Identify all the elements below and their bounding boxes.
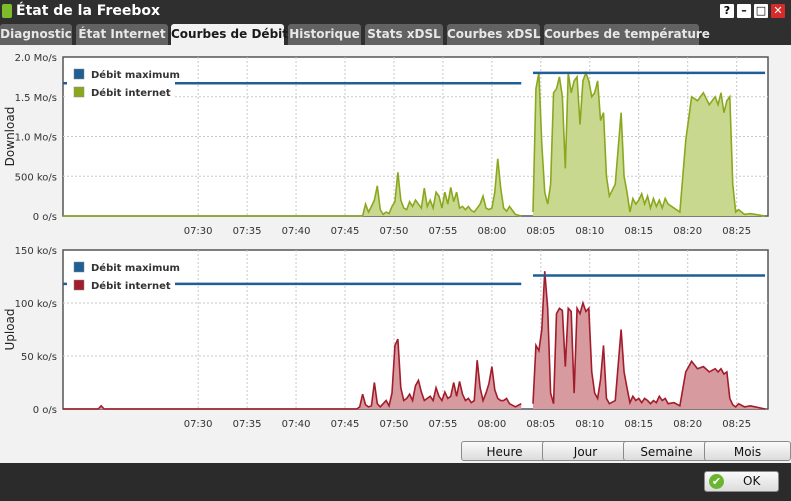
range-semaine-button[interactable]: Semaine bbox=[623, 441, 710, 461]
upload-x-tick-label: 07:35 bbox=[233, 419, 262, 430]
upload-series-area-0 bbox=[63, 339, 522, 409]
download-y-tick-label: 2.0 Mo/s bbox=[15, 53, 57, 64]
download-x-tick-label: 07:30 bbox=[184, 226, 213, 237]
download-y-tick-label: 0 o/s bbox=[33, 212, 57, 223]
close-button[interactable]: ✕ bbox=[771, 4, 785, 18]
upload-legend-swatch-max bbox=[73, 261, 85, 273]
download-series-line-0 bbox=[63, 158, 522, 217]
download-legend bbox=[67, 63, 175, 99]
download-x-tick-label: 07:40 bbox=[282, 226, 311, 237]
download-x-tick-label: 08:05 bbox=[526, 226, 555, 237]
upload-legend bbox=[67, 256, 175, 292]
upload-x-tick-label: 07:40 bbox=[282, 419, 311, 430]
download-legend-label-max: Débit maximum bbox=[91, 69, 180, 81]
download-x-tick-label: 07:50 bbox=[380, 226, 409, 237]
download-legend-label-internet: Débit internet bbox=[91, 87, 171, 99]
upload-x-tick-label: 07:55 bbox=[429, 419, 458, 430]
tab-courbes-de-temperature[interactable]: Courbes de température bbox=[544, 24, 710, 45]
upload-y-tick-label: 100 ko/s bbox=[15, 299, 57, 310]
upload-series-line-1 bbox=[532, 271, 766, 410]
upload-y-axis-label: Upload bbox=[3, 308, 17, 350]
ok-button[interactable]: ✔ OK bbox=[704, 471, 779, 492]
download-x-tick-label: 08:10 bbox=[575, 226, 604, 237]
upload-y-tick-label: 50 ko/s bbox=[21, 352, 57, 363]
download-x-tick-label: 08:00 bbox=[477, 226, 506, 237]
upload-chart: 07:30 07:35 07:40 07:45 07:50 07:55 08:00 08:05… bbox=[3, 246, 769, 430]
upload-x-tick-label: 07:45 bbox=[331, 419, 360, 430]
download-legend-swatch-internet bbox=[73, 86, 85, 98]
download-y-tick-label: 500 ko/s bbox=[15, 172, 57, 183]
upload-y-tick-label: 0 o/s bbox=[33, 405, 57, 416]
title-bar: État de la Freebox ? – □ ✕ bbox=[0, 0, 791, 22]
upload-series-area-1 bbox=[533, 271, 766, 409]
tab-bar: Diagnostic État Internet Courbes de Débi… bbox=[0, 22, 791, 45]
download-y-tick-label: 1.0 Mo/s bbox=[15, 133, 57, 144]
download-x-tick-label: 07:55 bbox=[429, 226, 458, 237]
upload-legend-label-internet: Débit internet bbox=[91, 280, 171, 292]
upload-x-tick-label: 08:15 bbox=[624, 419, 653, 430]
upload-x-tick-label: 08:20 bbox=[673, 419, 702, 430]
download-x-tick-label: 07:35 bbox=[233, 226, 262, 237]
tab-etat-internet[interactable]: État Internet bbox=[76, 24, 168, 45]
download-y-tick-label: 1.5 Mo/s bbox=[15, 93, 57, 104]
minimize-button[interactable]: – bbox=[737, 4, 751, 18]
upload-legend-label-max: Débit maximum bbox=[91, 262, 180, 274]
tab-historique[interactable]: Historique bbox=[288, 24, 361, 45]
upload-series-line-0 bbox=[63, 338, 522, 410]
tab-diagnostic[interactable]: Diagnostic bbox=[0, 24, 72, 45]
maximize-button[interactable]: □ bbox=[754, 4, 768, 18]
download-y-axis-label: Download bbox=[3, 107, 17, 167]
download-series-area-1 bbox=[533, 72, 766, 217]
download-series-line-1 bbox=[532, 70, 766, 217]
ok-label: OK bbox=[743, 474, 761, 488]
upload-x-tick-label: 08:00 bbox=[477, 419, 506, 430]
upload-x-tick-label: 08:10 bbox=[575, 419, 604, 430]
help-button[interactable]: ? bbox=[720, 4, 734, 18]
footer-bar bbox=[0, 463, 791, 501]
tab-stats-xdsl[interactable]: Stats xDSL bbox=[365, 24, 443, 45]
upload-x-tick-label: 07:30 bbox=[184, 419, 213, 430]
tab-courbes-xdsl[interactable]: Courbes xDSL bbox=[447, 24, 541, 45]
download-chart: 07:30 07:35 07:40 07:45 07:50 07:55 08:00 08:05… bbox=[3, 53, 769, 237]
download-legend-swatch-max bbox=[73, 68, 85, 80]
download-x-tick-label: 08:25 bbox=[722, 226, 751, 237]
download-x-tick-label: 08:15 bbox=[624, 226, 653, 237]
range-mois-button[interactable]: Mois bbox=[704, 441, 791, 461]
window-title: État de la Freebox bbox=[16, 3, 161, 19]
upload-y-tick-label: 150 ko/s bbox=[15, 246, 57, 257]
check-icon: ✔ bbox=[709, 474, 724, 489]
upload-x-tick-label: 07:50 bbox=[380, 419, 409, 430]
freebox-app-icon bbox=[2, 4, 12, 18]
upload-x-tick-label: 08:05 bbox=[526, 419, 555, 430]
upload-legend-swatch-internet bbox=[73, 279, 85, 291]
download-x-tick-label: 08:20 bbox=[673, 226, 702, 237]
upload-x-tick-label: 08:25 bbox=[722, 419, 751, 430]
range-jour-button[interactable]: Jour bbox=[542, 441, 629, 461]
tab-courbes-de-debit[interactable]: Courbes de Débit bbox=[171, 24, 288, 45]
download-x-tick-label: 07:45 bbox=[331, 226, 360, 237]
range-heure-button[interactable]: Heure bbox=[461, 441, 548, 461]
